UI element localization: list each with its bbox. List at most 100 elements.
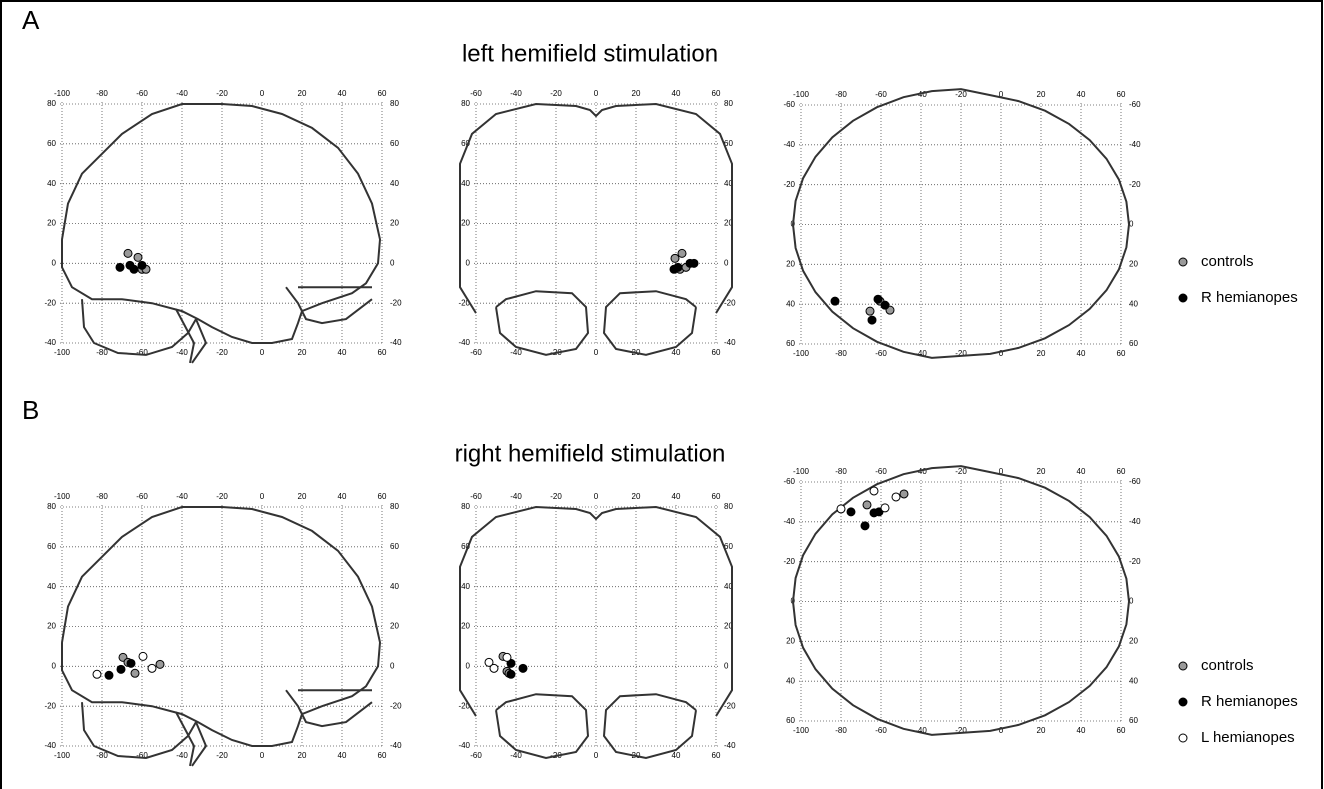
data-point — [860, 521, 870, 531]
x-tick-label: 20 — [632, 89, 641, 98]
x-tick-label: 40 — [338, 348, 347, 357]
y-tick-label: 80 — [724, 502, 733, 511]
data-point — [138, 651, 148, 661]
data-point — [116, 664, 126, 674]
y-tick-label: 60 — [724, 542, 733, 551]
x-tick-label: -20 — [216, 751, 228, 760]
brain-outline — [191, 721, 208, 767]
y-tick-label: 0 — [390, 258, 395, 267]
brain-outline — [791, 465, 1130, 736]
data-point — [92, 669, 102, 679]
y-tick-label: -20 — [44, 701, 56, 710]
y-tick-label: 80 — [47, 99, 56, 108]
x-tick-label: -40 — [915, 467, 927, 476]
y-tick-label: 40 — [47, 582, 56, 591]
y-tick-label: -20 — [458, 298, 470, 307]
x-tick-label: -60 — [875, 467, 887, 476]
x-tick-label: 40 — [338, 89, 347, 98]
x-tick-label: 60 — [378, 751, 387, 760]
y-tick-label: -60 — [783, 477, 795, 486]
x-tick-label: 60 — [1117, 467, 1126, 476]
y-tick-label: 0 — [1129, 220, 1134, 229]
x-tick-label: 20 — [1037, 726, 1046, 735]
y-tick-label: 20 — [461, 622, 470, 631]
data-point — [899, 489, 909, 499]
x-tick-label: 20 — [1037, 90, 1046, 99]
x-tick-label: 60 — [712, 348, 721, 357]
y-tick-label: 20 — [47, 622, 56, 631]
brain-outline — [495, 290, 590, 356]
x-tick-label: -100 — [793, 90, 810, 99]
brain-outline — [61, 506, 382, 747]
x-tick-label: 40 — [1077, 90, 1086, 99]
x-tick-label: 40 — [672, 751, 681, 760]
x-tick-label: -100 — [54, 751, 71, 760]
y-tick-label: 20 — [724, 622, 733, 631]
x-tick-label: 0 — [260, 751, 265, 760]
y-tick-label: 40 — [461, 582, 470, 591]
y-tick-label: 60 — [1129, 716, 1138, 725]
x-tick-label: 40 — [672, 89, 681, 98]
x-tick-label: -60 — [136, 751, 148, 760]
panel-title: right hemifield stimulation — [455, 440, 726, 467]
legend-label: controls — [1201, 657, 1254, 674]
data-point — [867, 315, 877, 325]
x-tick-label: -20 — [216, 89, 228, 98]
legend-marker — [1178, 697, 1188, 707]
y-tick-label: -40 — [390, 741, 402, 750]
x-tick-label: 60 — [712, 751, 721, 760]
x-tick-label: 60 — [1117, 349, 1126, 358]
y-tick-label: 20 — [461, 219, 470, 228]
y-tick-label: -40 — [724, 338, 736, 347]
x-tick-label: -100 — [793, 349, 810, 358]
y-tick-label: -20 — [1129, 557, 1141, 566]
y-tick-label: 0 — [52, 258, 57, 267]
y-tick-label: 60 — [47, 139, 56, 148]
legend-label: R hemianopes — [1201, 693, 1298, 710]
x-tick-label: -80 — [96, 89, 108, 98]
panel-title: left hemifield stimulation — [462, 40, 718, 67]
y-tick-label: -40 — [1129, 517, 1141, 526]
data-point — [147, 663, 157, 673]
y-tick-label: 60 — [461, 139, 470, 148]
x-tick-label: 60 — [378, 348, 387, 357]
x-tick-label: -40 — [510, 348, 522, 357]
y-tick-label: 60 — [786, 339, 795, 348]
x-tick-label: -20 — [216, 348, 228, 357]
x-tick-label: -80 — [96, 751, 108, 760]
x-tick-label: -40 — [915, 726, 927, 735]
x-tick-label: 60 — [712, 89, 721, 98]
brain-outline — [459, 505, 733, 717]
y-tick-label: 80 — [47, 502, 56, 511]
y-tick-label: 20 — [1129, 259, 1138, 268]
x-tick-label: -100 — [54, 348, 71, 357]
x-tick-label: -60 — [136, 492, 148, 501]
x-tick-label: -40 — [176, 89, 188, 98]
panel-label: A — [22, 5, 40, 35]
x-tick-label: 40 — [338, 751, 347, 760]
x-tick-label: 20 — [1037, 349, 1046, 358]
x-tick-label: -20 — [550, 89, 562, 98]
y-tick-label: 60 — [47, 542, 56, 551]
x-tick-label: -60 — [470, 492, 482, 501]
x-tick-label: -40 — [510, 751, 522, 760]
x-tick-label: 20 — [1037, 467, 1046, 476]
y-tick-label: 40 — [786, 676, 795, 685]
y-tick-label: 0 — [466, 661, 471, 670]
y-tick-label: -40 — [1129, 140, 1141, 149]
y-tick-label: -60 — [1129, 477, 1141, 486]
y-tick-label: 20 — [786, 259, 795, 268]
x-tick-label: 0 — [594, 348, 599, 357]
data-point — [689, 258, 699, 268]
x-tick-label: -80 — [835, 467, 847, 476]
x-tick-label: -60 — [470, 751, 482, 760]
x-tick-label: -40 — [510, 89, 522, 98]
y-tick-label: -20 — [724, 298, 736, 307]
y-tick-label: 20 — [1129, 636, 1138, 645]
data-point — [830, 296, 840, 306]
brain-outline — [602, 290, 697, 356]
y-tick-label: 80 — [390, 502, 399, 511]
x-tick-label: 40 — [672, 492, 681, 501]
y-tick-label: -60 — [783, 100, 795, 109]
